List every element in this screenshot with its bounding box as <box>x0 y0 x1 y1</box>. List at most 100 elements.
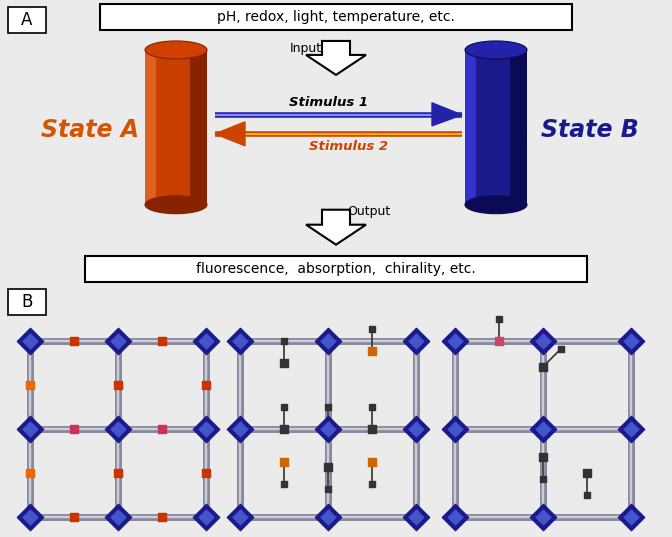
Point <box>25 425 36 433</box>
Bar <box>8 288 46 315</box>
Point <box>279 358 290 367</box>
Point <box>69 425 79 433</box>
Point <box>201 425 212 433</box>
Point <box>157 425 167 433</box>
Point <box>201 469 212 477</box>
Point <box>25 469 36 477</box>
Point <box>235 513 245 521</box>
Point <box>323 513 333 521</box>
Point <box>279 480 290 488</box>
Point <box>113 425 124 433</box>
Point <box>113 336 124 345</box>
Point <box>411 513 421 521</box>
Point <box>201 381 212 389</box>
Point <box>323 336 333 345</box>
Text: Input: Input <box>290 42 322 55</box>
Point <box>113 336 124 345</box>
Point <box>367 480 378 488</box>
Point <box>323 513 333 521</box>
Point <box>411 425 421 433</box>
Bar <box>465 50 527 205</box>
Point <box>113 513 124 521</box>
Point <box>450 425 460 433</box>
Point <box>538 475 548 483</box>
Ellipse shape <box>465 41 527 59</box>
Point <box>279 425 290 433</box>
Point <box>25 336 36 345</box>
Point <box>556 344 566 353</box>
Bar <box>145 50 156 205</box>
Point <box>626 336 636 345</box>
Text: fluorescence,  absorption,  chirality, etc.: fluorescence, absorption, chirality, etc… <box>196 262 476 275</box>
Point <box>201 336 212 345</box>
Point <box>538 425 548 433</box>
Point <box>323 425 333 433</box>
Point <box>279 403 290 411</box>
Point <box>235 513 245 521</box>
Point <box>494 336 505 345</box>
Polygon shape <box>306 210 366 245</box>
Point <box>25 513 36 521</box>
Point <box>626 425 636 433</box>
Point <box>450 513 460 521</box>
Point <box>25 381 36 389</box>
Text: Stimulus 1: Stimulus 1 <box>289 96 368 110</box>
Polygon shape <box>432 103 462 126</box>
Point <box>494 314 505 323</box>
Point <box>323 425 333 433</box>
Text: pH, redox, light, temperature, etc.: pH, redox, light, temperature, etc. <box>217 10 455 24</box>
Point <box>69 513 79 521</box>
Point <box>367 324 378 333</box>
Point <box>235 425 245 433</box>
Point <box>411 336 421 345</box>
Point <box>411 513 421 521</box>
Point <box>235 336 245 345</box>
Point <box>450 336 460 345</box>
Text: State B: State B <box>541 118 639 142</box>
Bar <box>85 256 587 281</box>
Polygon shape <box>306 41 366 75</box>
Point <box>411 425 421 433</box>
Point <box>582 491 593 499</box>
Point <box>367 458 378 466</box>
Point <box>626 513 636 521</box>
Point <box>626 336 636 345</box>
Text: A: A <box>22 11 33 29</box>
Point <box>538 362 548 371</box>
Text: B: B <box>22 293 33 310</box>
Ellipse shape <box>465 195 527 214</box>
Point <box>411 336 421 345</box>
Point <box>626 425 636 433</box>
Point <box>157 513 167 521</box>
Text: Stimulus 2: Stimulus 2 <box>309 140 388 153</box>
Polygon shape <box>215 122 245 146</box>
Point <box>201 336 212 345</box>
Point <box>113 425 124 433</box>
Point <box>538 513 548 521</box>
Point <box>113 381 124 389</box>
Point <box>538 425 548 433</box>
Point <box>201 513 212 521</box>
Bar <box>509 50 527 205</box>
Point <box>201 513 212 521</box>
Bar <box>465 50 476 205</box>
Point <box>450 336 460 345</box>
Text: Output: Output <box>347 205 390 218</box>
Point <box>113 469 124 477</box>
Point <box>450 513 460 521</box>
Ellipse shape <box>145 41 207 59</box>
Point <box>25 425 36 433</box>
Point <box>323 462 333 471</box>
Point <box>323 336 333 345</box>
Point <box>538 336 548 345</box>
Point <box>367 403 378 411</box>
Point <box>279 336 290 345</box>
Point <box>450 425 460 433</box>
Point <box>157 336 167 345</box>
Bar <box>100 4 572 30</box>
Point <box>367 346 378 355</box>
Point <box>235 336 245 345</box>
Point <box>538 336 548 345</box>
Bar <box>145 50 207 205</box>
Point <box>323 403 333 411</box>
